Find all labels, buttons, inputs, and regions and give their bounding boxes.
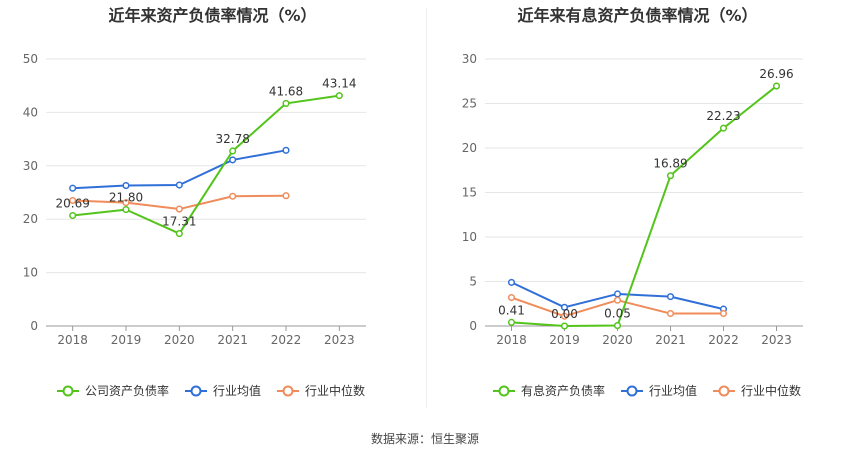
data-point [666, 309, 675, 318]
data-point [507, 293, 516, 302]
legend-item: 行业均值 [185, 383, 261, 398]
data-point [719, 124, 728, 132]
data-point [229, 192, 237, 200]
data-label: 21.80 [109, 191, 143, 205]
data-label: 0.00 [551, 307, 578, 321]
data-point [282, 146, 290, 154]
data-point [507, 318, 516, 326]
legend-item: 行业均值 [621, 383, 697, 398]
legend-label: 行业均值 [213, 383, 261, 398]
chart-svg: 0 10 20 30 40 50 2018 2019 2020 2021 2022 2023 20.69… [23, 52, 366, 398]
data-point [69, 184, 77, 192]
panel-divider [426, 8, 427, 408]
data-label: 22.23 [706, 109, 740, 123]
data-point [122, 199, 130, 207]
y-tick-label: 25 [462, 97, 477, 111]
y-tick-label: 30 [23, 159, 38, 173]
legend-label: 行业中位数 [305, 383, 365, 398]
legend-marker [190, 385, 202, 397]
legend-label: 公司资产负债率 [85, 383, 169, 398]
data-point [175, 230, 183, 238]
x-tick-label: 2019 [549, 333, 580, 347]
legend-marker [626, 385, 638, 397]
y-tick-label: 20 [462, 141, 477, 155]
data-label: 0.41 [498, 303, 525, 317]
data-point [560, 303, 569, 311]
y-tick-label: 10 [23, 266, 38, 280]
x-tick-label: 2021 [655, 333, 686, 347]
data-point [666, 172, 675, 180]
data-point [229, 156, 237, 164]
legend-label: 有息资产负债率 [521, 383, 605, 398]
x-tick-label: 2020 [602, 333, 633, 347]
y-tick-label: 30 [462, 52, 477, 66]
data-point [282, 192, 290, 200]
legend-marker [718, 385, 730, 397]
y-tick-label: 0 [469, 319, 477, 333]
data-point [282, 99, 290, 107]
legend-label: 行业均值 [649, 383, 697, 398]
y-tick-label: 5 [469, 275, 477, 289]
y-tick-label: 15 [462, 186, 477, 200]
source-label: 数据来源： [370, 432, 431, 446]
series-line [511, 85, 778, 327]
data-label: 26.96 [759, 67, 793, 81]
data-point [335, 92, 343, 100]
legend-marker [498, 385, 510, 397]
legend-label: 行业中位数 [741, 383, 801, 398]
y-tick-label: 20 [23, 212, 38, 226]
data-point [229, 147, 237, 155]
data-point [175, 181, 183, 189]
legend-marker [62, 385, 74, 397]
x-tick-label: 2019 [111, 333, 142, 347]
data-point [69, 196, 77, 205]
x-tick-label: 2020 [164, 333, 195, 347]
data-point [666, 293, 675, 301]
data-point [122, 206, 130, 214]
legend-item: 公司资产负债率 [57, 383, 169, 398]
series-line [72, 94, 340, 235]
y-tick-label: 0 [30, 319, 38, 333]
data-label: 41.68 [269, 84, 303, 98]
data-source: 数据来源：恒生聚源 [0, 430, 850, 447]
data-point [507, 278, 516, 286]
data-point [175, 205, 183, 213]
data-label: 20.69 [55, 197, 89, 211]
x-tick-label: 2023 [761, 333, 792, 347]
x-tick-label: 2021 [217, 333, 248, 347]
legend-marker [282, 385, 294, 397]
x-tick-label: 2018 [496, 333, 527, 347]
x-tick-label: 2022 [271, 333, 302, 347]
data-point [613, 296, 622, 304]
chart-title: 近年来有息资产负债率情况（%） [517, 6, 758, 25]
source-name: 恒生聚源 [431, 432, 480, 446]
data-point [613, 290, 622, 298]
data-label: 32.78 [215, 132, 249, 146]
chart-panel-debt-ratio: 近年来资产负债率情况（%） 0 10 20 30 40 50 2018 2019 2020 202… [0, 0, 425, 420]
data-point [122, 182, 130, 190]
x-tick-label: 2023 [324, 333, 355, 347]
legend-item: 有息资产负债率 [493, 383, 605, 398]
data-point [719, 309, 728, 318]
data-label: 17.31 [162, 215, 196, 229]
data-point [69, 211, 77, 220]
data-point [772, 82, 781, 90]
chart-title: 近年来资产负债率情况（%） [108, 6, 317, 25]
legend-item: 行业中位数 [713, 383, 801, 398]
x-tick-label: 2022 [708, 333, 739, 347]
data-label: 43.14 [322, 77, 356, 91]
legend-item: 行业中位数 [277, 383, 365, 398]
chart-panel-interest-bearing-debt-ratio: 近年来有息资产负债率情况（%） 0 5 10 15 20 25 30 2018 2019 2020… [425, 0, 850, 420]
y-tick-label: 40 [23, 105, 38, 119]
data-point [560, 322, 569, 330]
data-label: 0.05 [604, 307, 631, 321]
y-tick-label: 10 [462, 230, 477, 244]
data-label: 16.89 [653, 157, 687, 171]
x-tick-label: 2018 [57, 333, 88, 347]
y-tick-label: 50 [23, 52, 38, 66]
chart-svg: 0 5 10 15 20 25 30 2018 2019 2020 2021 2022 2023 0.41… [462, 52, 803, 398]
data-point [560, 312, 569, 320]
data-point [613, 322, 622, 330]
